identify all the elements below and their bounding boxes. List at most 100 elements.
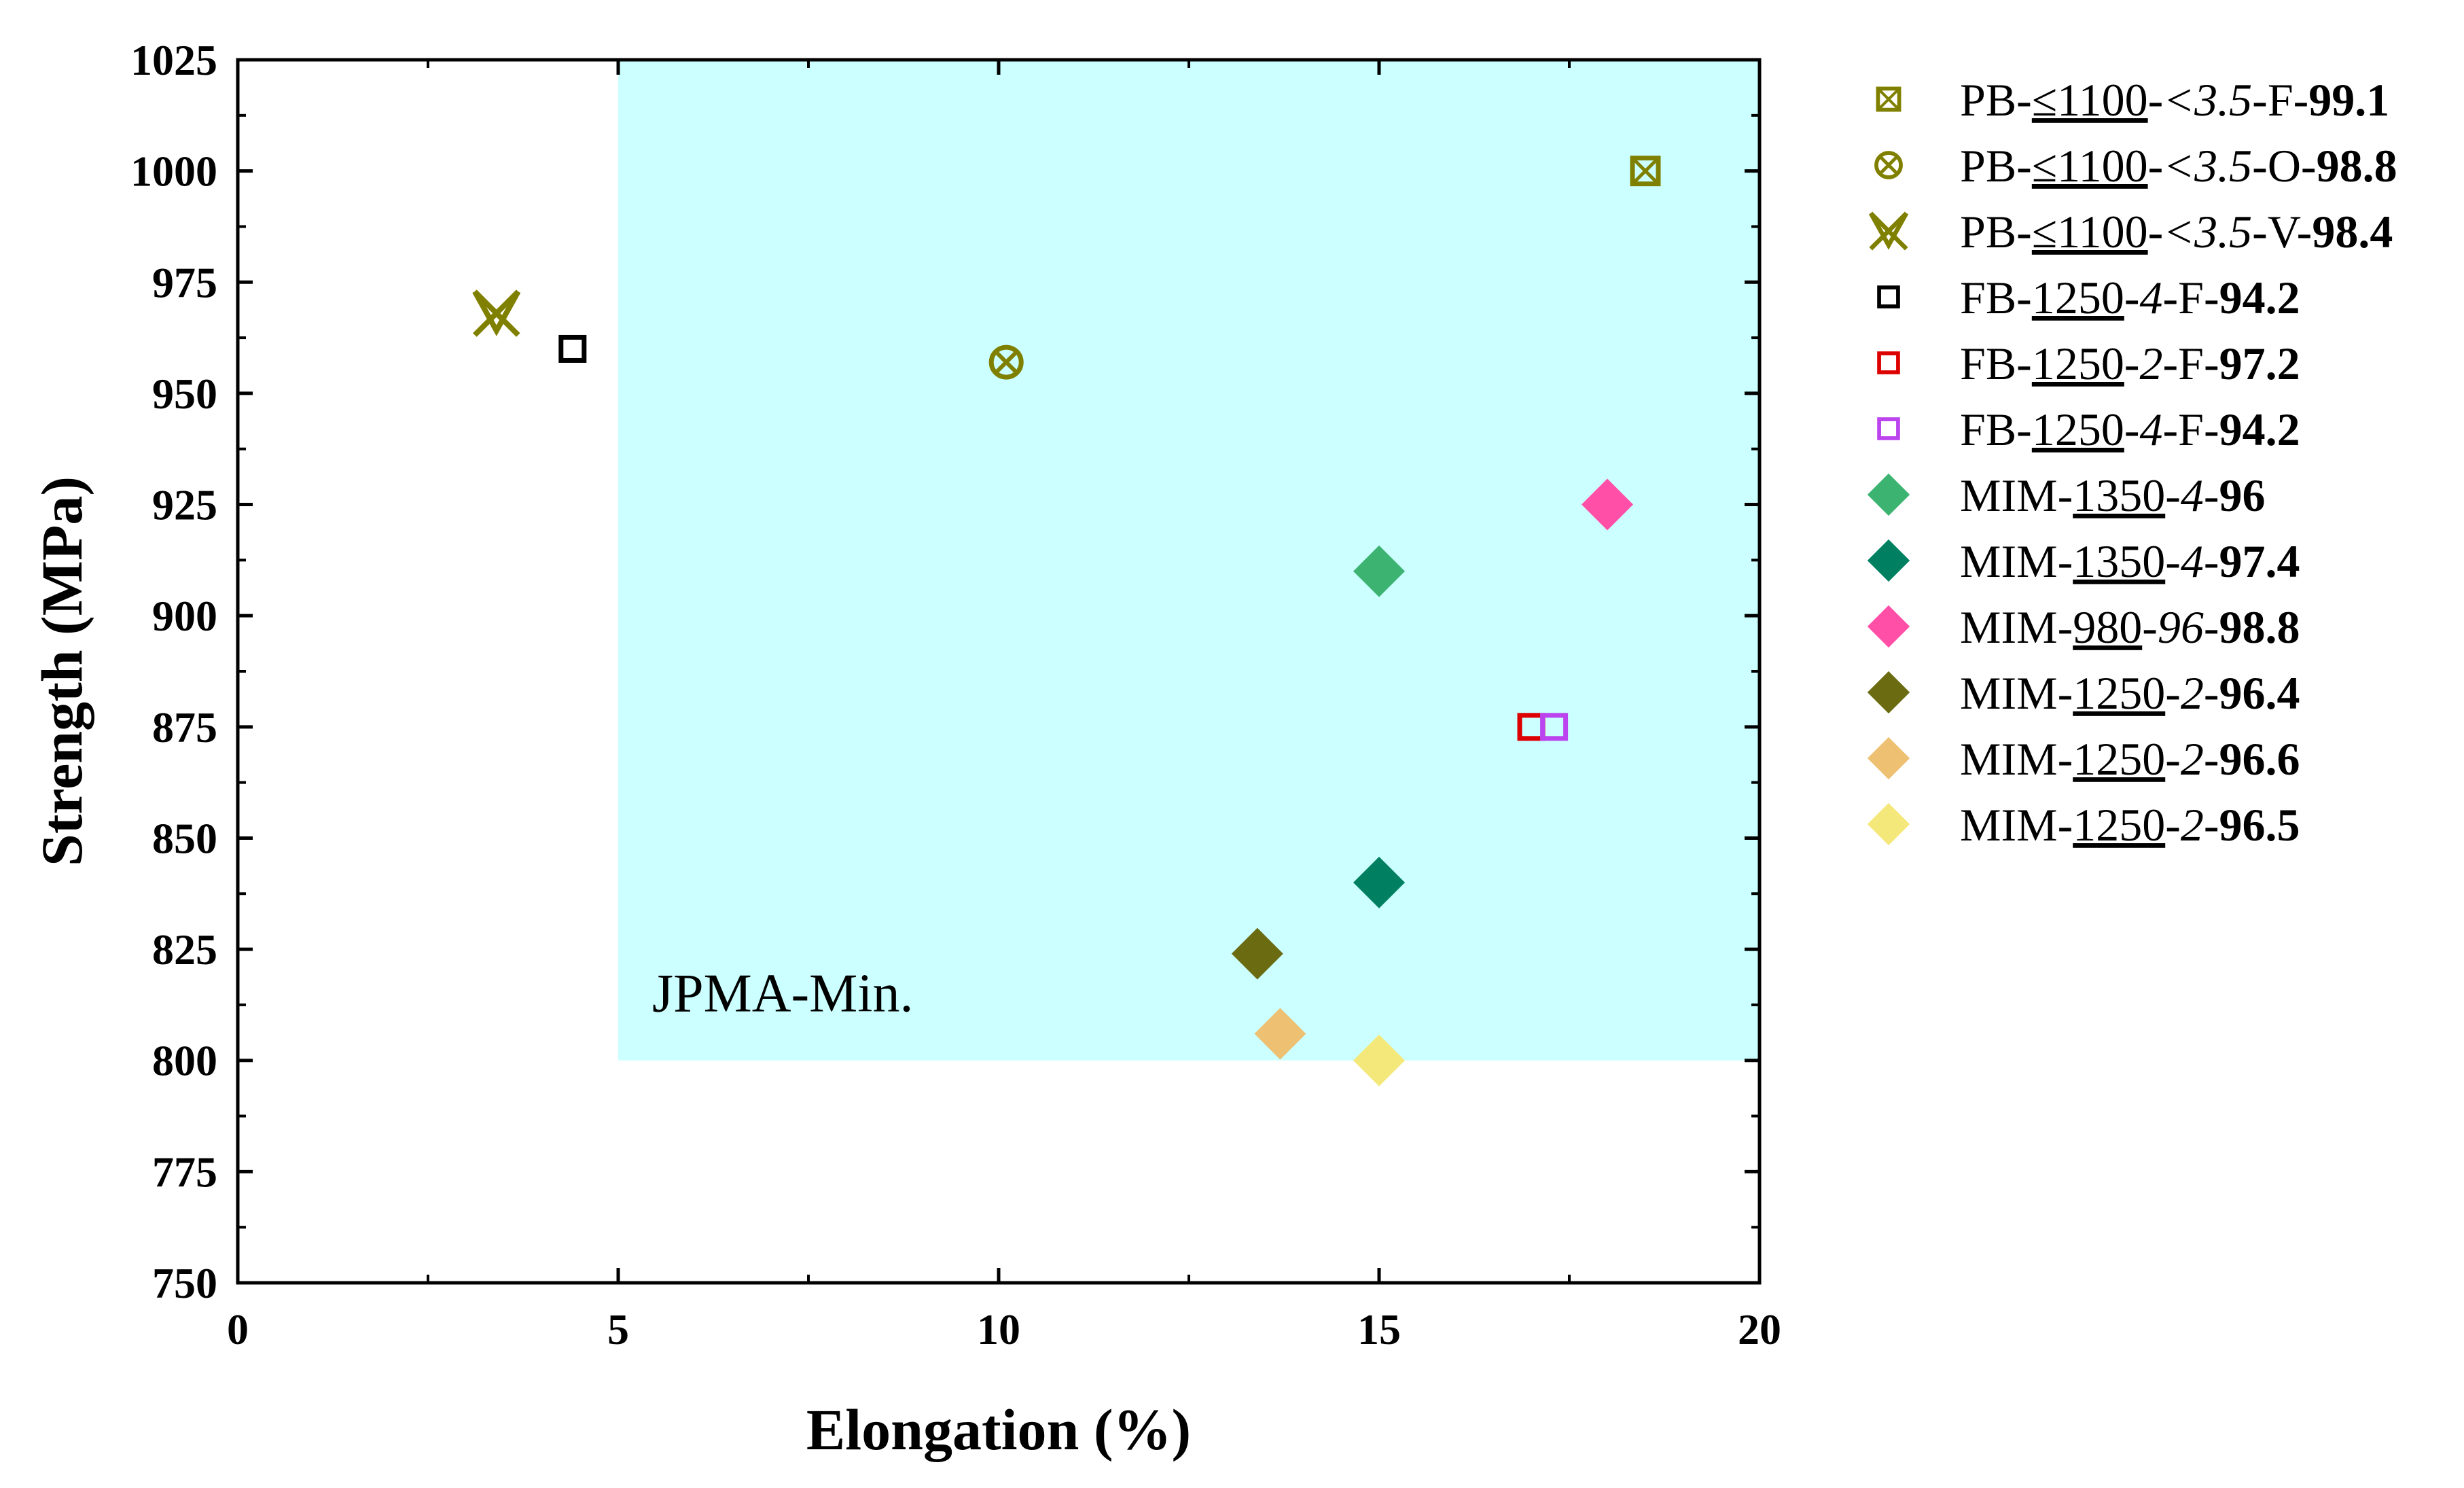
data-point-series-9 [1582, 478, 1633, 531]
y-axis-title: Strength (MPa) [29, 476, 94, 866]
diamond-marker [1353, 1034, 1405, 1086]
legend-label-part: MIM- [1960, 601, 2073, 653]
legend-marker [1877, 417, 1900, 440]
legend-label-part: 94.2 [2219, 404, 2300, 455]
legend-marker [1877, 285, 1900, 308]
legend-marker [1867, 737, 1910, 780]
diamond-marker [1353, 545, 1405, 597]
legend-label-part: - [2204, 601, 2219, 653]
legend-label-part: - [2165, 667, 2181, 719]
data-point-series-8 [1353, 856, 1405, 908]
axes: 750 775 800 825 850 875 900 925 950 975 1000 1025 0 5… [130, 36, 1781, 1353]
jpma-min-label: JPMA-Min. [652, 964, 914, 1024]
legend-label-part: 96.4 [2219, 667, 2300, 719]
legend-marker [1874, 151, 1903, 179]
data-point-series-12 [1353, 1034, 1405, 1086]
legend-label-part: 2 [2181, 799, 2204, 851]
data-point-series-6 [1540, 713, 1569, 741]
legend-label-part: - [2124, 338, 2140, 389]
legend-label: PB-≤1100-<3.5-F-99.1 [1960, 74, 2389, 126]
legend-item: PB-≤1100-<3.5-O-98.8 [1874, 140, 2397, 192]
y-tick-label: 900 [152, 592, 217, 640]
legend-label: PB-≤1100-<3.5-O-98.8 [1960, 140, 2397, 192]
square-marker [1876, 86, 1901, 112]
circle-marker [1874, 151, 1903, 179]
legend-label-part: FB- [1960, 404, 2032, 455]
cross-line [994, 350, 1018, 374]
jpma-min-region [618, 60, 1758, 1061]
legend-label: FB-1250-4-F-94.2 [1960, 272, 2300, 323]
diamond-marker [1353, 856, 1405, 908]
legend-label-part: - [2165, 799, 2181, 851]
x-tick-label: 10 [977, 1305, 1020, 1353]
square-marker [1877, 351, 1900, 374]
legend-label: FB-1250-4-F-94.2 [1960, 404, 2300, 455]
legend-label-part: MIM- [1960, 799, 2073, 851]
legend-label-part: MIM- [1960, 733, 2073, 785]
legend-item: MIM-1350-4-96 [1867, 470, 2266, 521]
cross-line [1878, 155, 1899, 175]
y-tick-label: 775 [152, 1148, 217, 1196]
data-point-series-7 [1353, 545, 1405, 597]
legend-label-part: - [2204, 535, 2219, 587]
data-point-series-11 [1254, 1008, 1306, 1060]
legend-label-part: 96.6 [2219, 733, 2300, 785]
legend-label-part: 97.4 [2219, 535, 2300, 587]
legend-label-part: - [2204, 667, 2219, 719]
data-point-series-10 [1231, 927, 1283, 980]
legend-label-part: PB- [1960, 74, 2032, 126]
y-tick-label: 1025 [130, 36, 217, 84]
square-marker [558, 334, 587, 363]
cross-line [1631, 156, 1660, 185]
legend-label-part: 98.8 [2219, 601, 2300, 653]
legend-marker [1867, 605, 1910, 648]
y-tick-label: 950 [152, 370, 217, 418]
y-tick-label: 750 [152, 1259, 217, 1307]
legend-label-part: - [2165, 470, 2181, 521]
legend-label-part: -O- [2252, 140, 2316, 192]
legend-item: PB-≤1100-<3.5-F-99.1 [1876, 74, 2389, 126]
legend-label-part: 1250 [2073, 667, 2165, 719]
legend-label-part: 4 [2139, 272, 2162, 323]
legend-label-part: ≤1100 [2032, 140, 2148, 192]
legend-label-part: -F- [2162, 338, 2219, 389]
legend-marker [1868, 211, 1909, 251]
legend-label-part: <3.5 [2163, 206, 2252, 258]
data-point-series-2 [988, 344, 1024, 380]
legend-label-part: 94.2 [2219, 272, 2300, 323]
legend-label-part: 1250 [2032, 338, 2124, 389]
y-tick-label: 825 [152, 925, 217, 974]
data-point-series-3 [472, 289, 521, 337]
diamond-marker [1867, 802, 1910, 846]
legend: PB-≤1100-<3.5-F-99.1PB-≤1100-<3.5-O-98.8… [1867, 74, 2397, 851]
legend-marker [1877, 351, 1900, 374]
legend-label-part: 4 [2139, 404, 2162, 455]
legend-label-part: FB- [1960, 272, 2032, 323]
square-marker [1877, 417, 1900, 440]
x-axis-title: Elongation (%) [806, 1397, 1191, 1462]
y-tick-label: 1000 [130, 147, 217, 196]
cross-line [1869, 211, 1908, 251]
legend-item: MIM-1250-2-96.5 [1867, 799, 2300, 851]
legend-item: MIM-1250-2-96.4 [1867, 667, 2300, 719]
legend-label-part: - [2148, 74, 2164, 126]
diamond-marker [1582, 478, 1633, 531]
legend-label-part: - [2165, 733, 2181, 785]
data-points [472, 156, 1661, 1086]
diamond-marker [1231, 927, 1283, 980]
legend-label-part: 1250 [2073, 799, 2165, 851]
y-tick-label: 850 [152, 814, 217, 862]
legend-label-part: - [2124, 272, 2140, 323]
y-tick-label: 800 [152, 1037, 217, 1085]
legend-label-part: 2 [2181, 733, 2204, 785]
legend-label-part: 1250 [2073, 733, 2165, 785]
legend-label-part: 99.1 [2308, 74, 2389, 126]
y-tick-label: 875 [152, 703, 217, 751]
legend-label-part: <3.5 [2163, 140, 2252, 192]
legend-label-part: -F- [2162, 404, 2219, 455]
v-marker [472, 290, 521, 336]
y-tick-label: 925 [152, 481, 217, 529]
legend-label-part: <3.5 [2163, 74, 2252, 126]
legend-label-part: -F- [2162, 272, 2219, 323]
